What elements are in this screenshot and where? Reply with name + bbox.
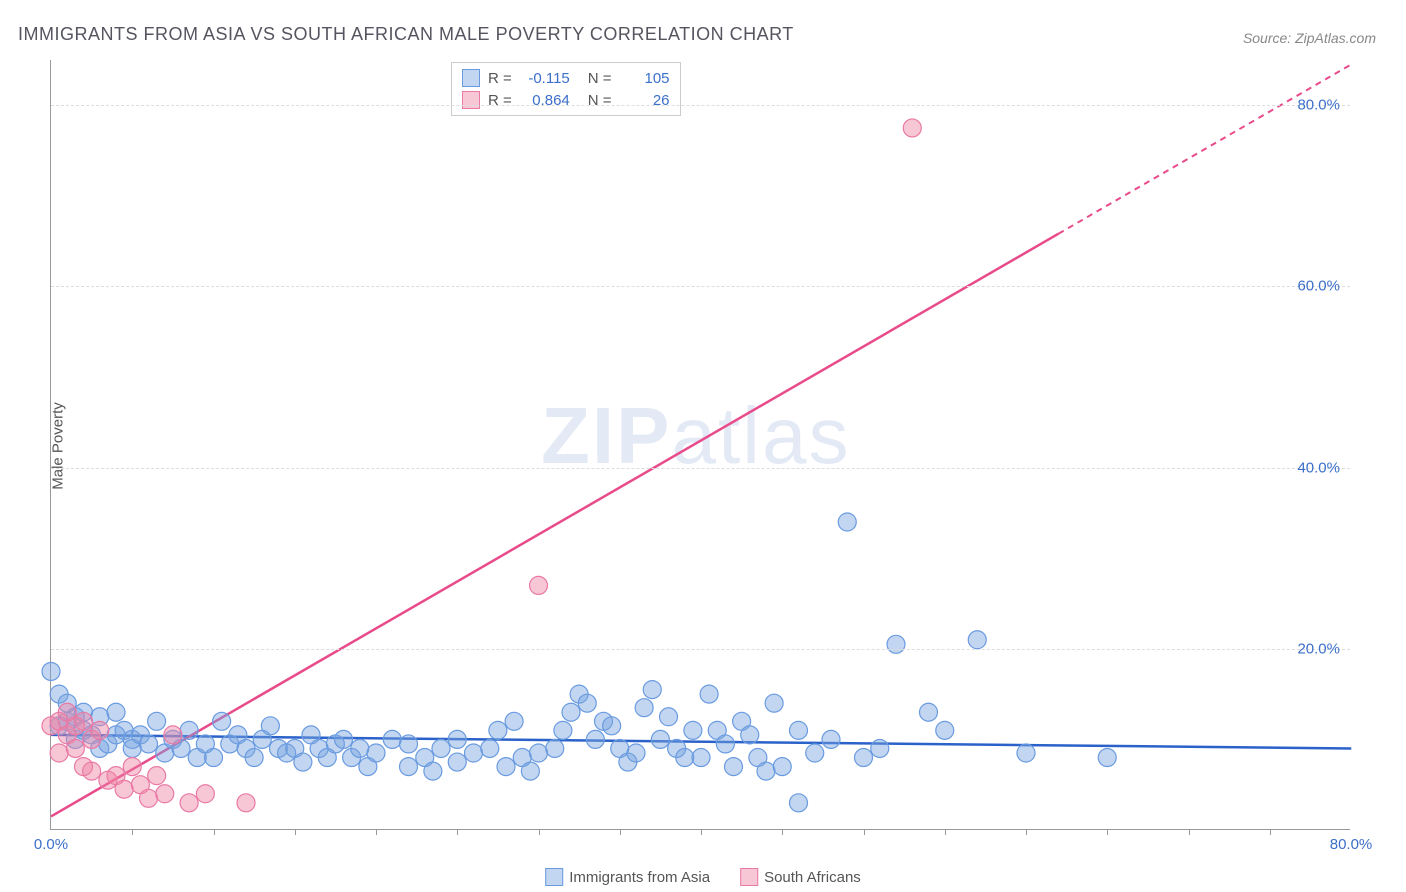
legend-row-sa: R = 0.864 N = 26 bbox=[462, 89, 670, 111]
legend-label-asia: Immigrants from Asia bbox=[569, 869, 710, 886]
legend-row-asia: R = -0.115 N = 105 bbox=[462, 67, 670, 89]
source-attribution: Source: ZipAtlas.com bbox=[1243, 30, 1376, 46]
legend-swatch-asia bbox=[545, 868, 563, 886]
n-value-asia: 105 bbox=[620, 70, 670, 87]
r-value-asia: -0.115 bbox=[520, 70, 570, 87]
x-tick-label: 0.0% bbox=[34, 836, 68, 853]
y-tick-label: 20.0% bbox=[1297, 640, 1340, 657]
legend-swatch-asia bbox=[462, 69, 480, 87]
scatter-plot: ZIPatlas R = -0.115 N = 105 R = 0.864 N … bbox=[50, 60, 1350, 830]
r-label: R = bbox=[488, 70, 512, 87]
y-tick-label: 40.0% bbox=[1297, 459, 1340, 476]
plot-svg bbox=[51, 60, 1350, 829]
legend-label-sa: South Africans bbox=[764, 869, 861, 886]
series-legend: Immigrants from Asia South Africans bbox=[545, 868, 861, 886]
n-label: N = bbox=[588, 70, 612, 87]
correlation-legend: R = -0.115 N = 105 R = 0.864 N = 26 bbox=[451, 62, 681, 116]
chart-title: IMMIGRANTS FROM ASIA VS SOUTH AFRICAN MA… bbox=[18, 24, 794, 45]
legend-item-asia: Immigrants from Asia bbox=[545, 868, 710, 886]
y-tick-label: 80.0% bbox=[1297, 97, 1340, 114]
legend-item-sa: South Africans bbox=[740, 868, 861, 886]
x-tick-label: 80.0% bbox=[1330, 836, 1373, 853]
legend-swatch-sa bbox=[462, 91, 480, 109]
legend-swatch-sa bbox=[740, 868, 758, 886]
y-tick-label: 60.0% bbox=[1297, 278, 1340, 295]
